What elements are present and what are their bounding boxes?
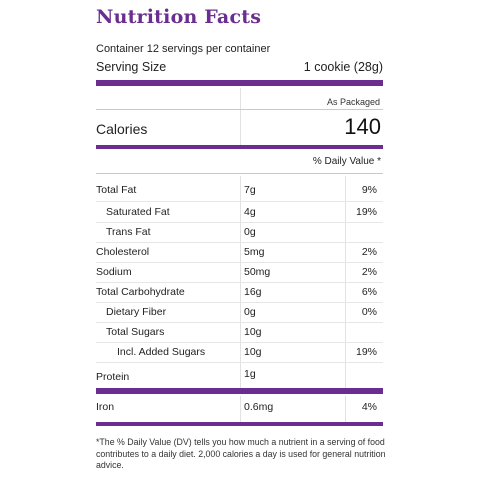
daily-value-footnote: *The % Daily Value (DV) tells you how mu…	[96, 437, 386, 470]
nutrient-row: Protein 1g	[96, 368, 383, 388]
label-title: Nutrition Facts	[96, 6, 262, 28]
row-divider	[96, 302, 383, 303]
row-divider	[96, 242, 383, 243]
nutrient-dv: 0%	[361, 306, 377, 318]
serving-size-value: 1 cookie (28g)	[303, 60, 383, 74]
thin-divider	[96, 109, 383, 110]
nutrient-row: Sodium 50mg 2%	[96, 266, 383, 286]
row-divider	[96, 201, 383, 202]
nutrient-row: Cholesterol 5mg 2%	[96, 246, 383, 266]
serving-size-label: Serving Size	[96, 60, 167, 74]
calories-value: 140	[344, 114, 381, 139]
nutrient-amount: 7g	[244, 184, 256, 196]
row-divider	[96, 342, 383, 343]
row-divider	[96, 322, 383, 323]
nutrient-dv: 6%	[361, 286, 377, 298]
nutrient-name: Total Carbohydrate	[96, 286, 185, 298]
nutrient-dv: 19%	[355, 206, 377, 218]
row-divider	[96, 222, 383, 223]
bottom-divider	[96, 422, 383, 426]
nutrient-amount: 0g	[244, 226, 256, 238]
thin-divider	[96, 173, 383, 174]
serving-size-row: Serving Size 1 cookie (28g)	[96, 60, 383, 78]
nutrient-amount: 10g	[244, 346, 262, 358]
as-packaged-label: As Packaged	[326, 97, 380, 107]
column-divider	[240, 396, 241, 422]
nutrient-row: Total Carbohydrate 16g 6%	[96, 286, 383, 306]
nutrient-row: Total Fat 7g 9%	[96, 184, 383, 204]
servings-per-container: Container 12 servings per container	[96, 43, 271, 55]
nutrient-dv: 4%	[361, 401, 377, 413]
nutrient-amount: 5mg	[244, 246, 265, 258]
nutrient-name: Iron	[96, 401, 115, 413]
nutrient-dv: 19%	[355, 346, 377, 358]
nutrient-amount: 1g	[244, 368, 256, 380]
nutrient-amount: 0g	[244, 306, 256, 318]
nutrient-row: Trans Fat 0g	[96, 226, 383, 246]
nutrient-amount: 10g	[244, 326, 262, 338]
nutrient-amount: 0.6mg	[244, 401, 274, 413]
nutrient-row: Total Sugars 10g	[96, 326, 383, 346]
row-divider	[96, 262, 383, 263]
nutrient-name: Trans Fat	[106, 226, 151, 238]
nutrient-name: Dietary Fiber	[106, 306, 167, 318]
nutrient-dv: 9%	[361, 184, 377, 196]
nutrient-row: Dietary Fiber 0g 0%	[96, 306, 383, 326]
column-divider	[240, 88, 241, 145]
thick-divider	[96, 80, 383, 86]
calories-label: Calories	[96, 121, 148, 137]
nutrient-name: Cholesterol	[96, 246, 150, 258]
iron-row: Iron 0.6mg 4%	[96, 401, 383, 421]
nutrient-name: Incl. Added Sugars	[117, 346, 206, 358]
calories-divider	[96, 145, 383, 149]
nutrient-row: Incl. Added Sugars 10g 19%	[96, 346, 383, 366]
nutrient-name: Total Fat	[96, 184, 137, 196]
nutrient-name: Sodium	[96, 266, 132, 278]
nutrient-amount: 4g	[244, 206, 256, 218]
nutrient-name: Saturated Fat	[106, 206, 170, 218]
nutrient-row: Saturated Fat 4g 19%	[96, 206, 383, 226]
daily-value-header: % Daily Value *	[312, 156, 381, 167]
nutrient-name: Total Sugars	[106, 326, 165, 338]
nutrient-name: Protein	[96, 371, 130, 383]
row-divider	[96, 282, 383, 283]
nutrient-dv: 2%	[361, 266, 377, 278]
row-divider	[96, 362, 383, 363]
thick-divider	[96, 388, 383, 394]
nutrient-amount: 16g	[244, 286, 262, 298]
nutrient-dv: 2%	[361, 246, 377, 258]
column-divider	[345, 396, 346, 422]
nutrient-amount: 50mg	[244, 266, 271, 278]
